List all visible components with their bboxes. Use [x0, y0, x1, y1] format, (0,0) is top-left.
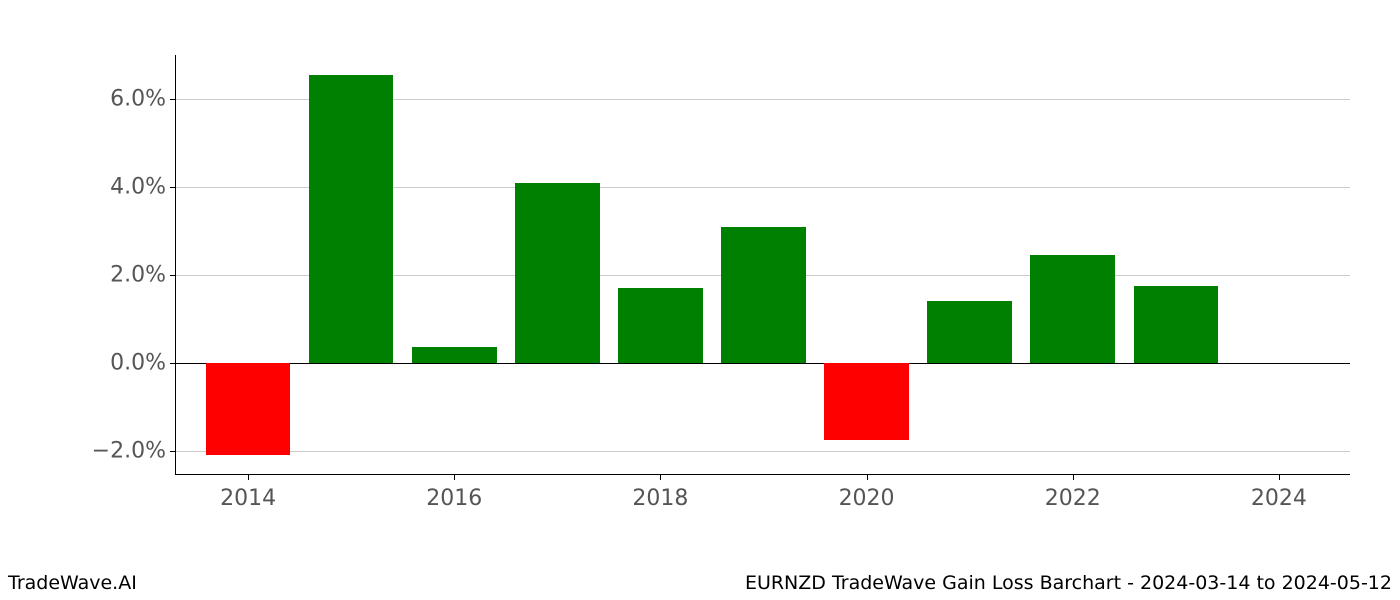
bar: [618, 288, 703, 363]
ytick-label: −2.0%: [92, 438, 176, 463]
xtick-label: 2022: [1045, 474, 1101, 511]
bar: [309, 75, 394, 363]
bar: [824, 363, 909, 440]
bar: [206, 363, 291, 455]
xtick-label: 2018: [632, 474, 688, 511]
bar: [721, 227, 806, 363]
bar: [412, 347, 497, 362]
ytick-label: 6.0%: [110, 86, 176, 111]
footer-left-text: TradeWave.AI: [8, 572, 137, 594]
bar: [515, 183, 600, 363]
ytick-label: 4.0%: [110, 174, 176, 199]
ytick-label: 2.0%: [110, 262, 176, 287]
footer-right-text: EURNZD TradeWave Gain Loss Barchart - 20…: [745, 572, 1392, 594]
zero-line: [176, 363, 1350, 364]
xtick-label: 2024: [1251, 474, 1307, 511]
xtick-label: 2020: [839, 474, 895, 511]
plot-area: −2.0%0.0%2.0%4.0%6.0%2014201620182020202…: [175, 55, 1350, 475]
figure: −2.0% 0.0% 2.0% 4.0% 6.0% 2014 2016 2018 2020 202…: [0, 0, 1400, 600]
xtick-label: 2016: [426, 474, 482, 511]
bar: [1030, 255, 1115, 363]
gridline: [176, 451, 1350, 452]
bar: [927, 301, 1012, 363]
xtick-label: 2014: [220, 474, 276, 511]
bar: [1134, 286, 1219, 363]
ytick-label: 0.0%: [110, 350, 176, 375]
